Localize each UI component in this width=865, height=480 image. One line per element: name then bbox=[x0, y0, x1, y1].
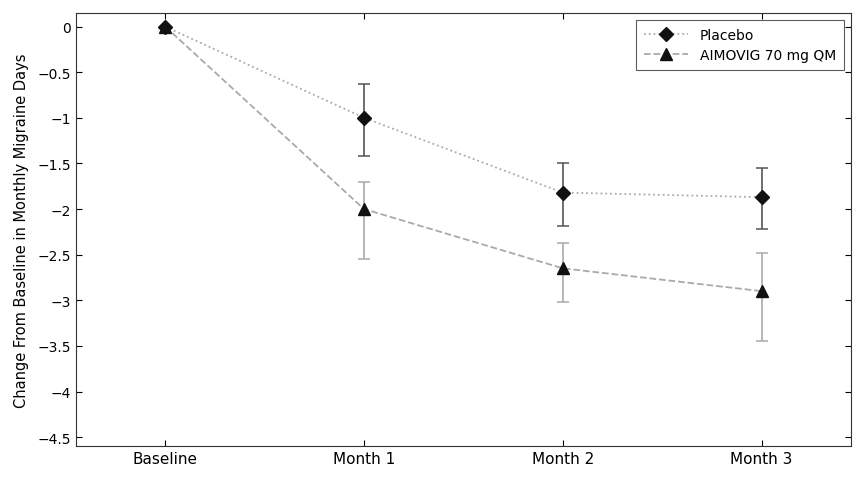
AIMOVIG 70 mg QM bbox=[359, 207, 369, 213]
Legend: Placebo, AIMOVIG 70 mg QM: Placebo, AIMOVIG 70 mg QM bbox=[636, 21, 844, 71]
Line: Placebo: Placebo bbox=[160, 23, 766, 203]
Placebo bbox=[359, 116, 369, 121]
Placebo bbox=[558, 191, 568, 196]
Placebo bbox=[757, 195, 767, 201]
Placebo bbox=[160, 24, 170, 30]
AIMOVIG 70 mg QM bbox=[160, 24, 170, 30]
Y-axis label: Change From Baseline in Monthly Migraine Days: Change From Baseline in Monthly Migraine… bbox=[14, 53, 29, 407]
AIMOVIG 70 mg QM bbox=[757, 288, 767, 294]
AIMOVIG 70 mg QM bbox=[558, 266, 568, 272]
Line: AIMOVIG 70 mg QM: AIMOVIG 70 mg QM bbox=[159, 21, 768, 298]
